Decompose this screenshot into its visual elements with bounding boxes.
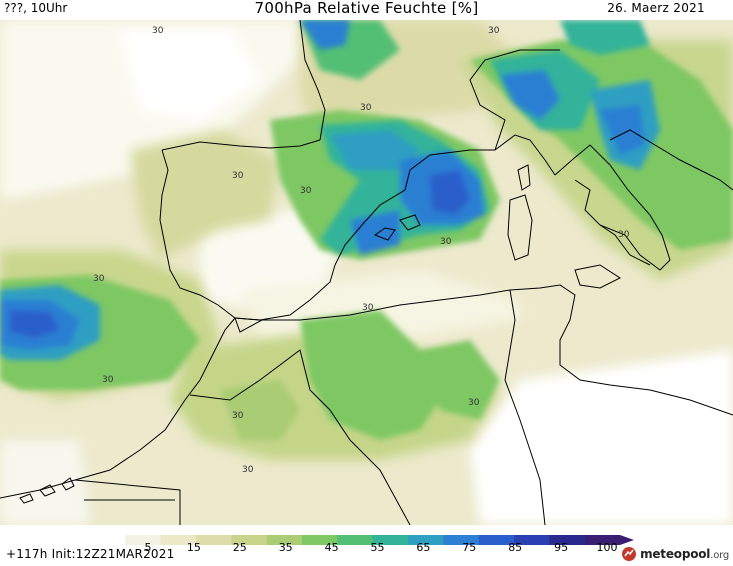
color-scale-label: 75 [462, 541, 477, 554]
contour-label: 30 [232, 411, 244, 421]
logo-icon [622, 547, 637, 561]
color-scale-label: 55 [370, 541, 385, 554]
humidity-map-svg: 30 30 30 30 30 30 30 30 30 30 30 30 30 [0, 19, 733, 526]
color-scale-swatch [231, 535, 268, 545]
contour-labels: 30 30 30 30 30 30 30 30 30 30 30 30 30 [93, 26, 630, 475]
valid-day-time: ???, 10Uhr [4, 1, 68, 15]
contour-label: 30 [488, 26, 500, 36]
color-scale-label: 25 [232, 541, 247, 554]
color-scale-label: 35 [278, 541, 293, 554]
color-scale-swatch [196, 535, 232, 545]
color-scale-swatch [372, 535, 409, 545]
color-scale-swatch [90, 535, 126, 545]
color-scale-label: 85 [508, 541, 523, 554]
color-scale-label: 95 [554, 541, 569, 554]
color-scale-arrow [620, 535, 634, 545]
meteopool-logo[interactable]: meteopool.org [621, 545, 729, 563]
contour-label: 30 [102, 375, 114, 385]
contour-label: 30 [152, 26, 164, 36]
logo-text: meteopool.org [640, 547, 729, 561]
color-scale-bar [90, 530, 635, 545]
contour-label: 30 [300, 186, 312, 196]
color-scale-label: 5 [144, 541, 152, 554]
color-scale-swatch [160, 535, 197, 545]
contour-label: 30 [242, 465, 254, 475]
color-scale-swatch [584, 535, 621, 545]
color-scale-swatch [478, 535, 515, 545]
humidity-map: 30 30 30 30 30 30 30 30 30 30 30 30 30 [0, 19, 733, 526]
contour-label: 30 [362, 303, 374, 313]
coastlines [0, 19, 733, 526]
dry-zones [0, 20, 733, 525]
color-scale-swatch [408, 535, 444, 545]
color-scale-label: 65 [416, 541, 431, 554]
map-header: ???, 10Uhr 700hPa Relative Feuchte [%] 2… [0, 0, 733, 20]
color-scale-swatch [549, 535, 586, 545]
color-scale-label: 100 [596, 541, 618, 554]
color-scale-swatch [337, 535, 374, 545]
color-scale-swatch [302, 535, 338, 545]
contour-label: 30 [618, 230, 630, 240]
init-time: +117h Init:12Z21MAR2021 [6, 547, 175, 561]
contour-label: 30 [468, 398, 480, 408]
map-footer: 5 15 25 35 45 55 65 75 85 95 100 +117h Init:12Z21M… [0, 525, 733, 566]
contour-label: 30 [360, 103, 372, 113]
contour-label: 30 [440, 237, 452, 247]
contour-label: 30 [232, 171, 244, 181]
color-scale-swatch [266, 535, 303, 545]
color-scale-swatch [443, 535, 480, 545]
color-scale-swatch [125, 535, 162, 545]
color-scale-svg [90, 535, 634, 545]
map-title: 700hPa Relative Feuchte [%] [254, 0, 479, 17]
islands [19, 164, 622, 504]
color-scale-label: 15 [186, 541, 201, 554]
saturated-zones [0, 20, 660, 360]
color-scale-swatch [514, 535, 550, 545]
color-scale-label: 45 [324, 541, 339, 554]
valid-date: 26. Maerz 2021 [607, 1, 705, 15]
contour-label: 30 [93, 274, 105, 284]
